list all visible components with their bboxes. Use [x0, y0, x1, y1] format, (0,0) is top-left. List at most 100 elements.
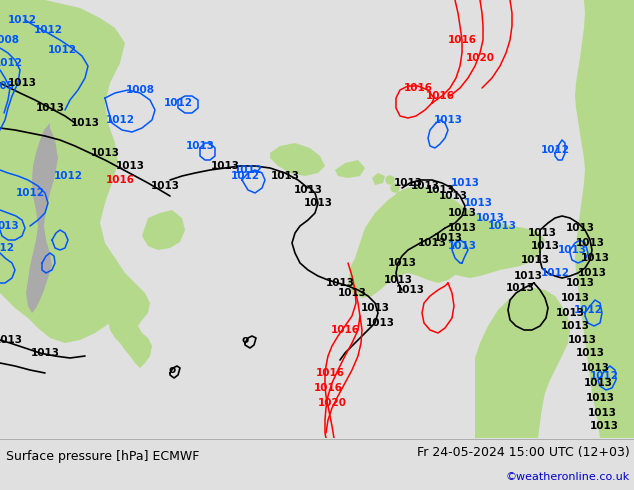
Text: 1012: 1012 [53, 171, 82, 181]
Text: 1013: 1013 [566, 278, 595, 288]
Text: 1013: 1013 [448, 223, 477, 233]
Text: 1013: 1013 [588, 408, 616, 418]
Text: 1013: 1013 [410, 181, 439, 191]
Text: 1016: 1016 [313, 383, 342, 393]
Circle shape [386, 176, 394, 184]
Text: o: o [169, 365, 176, 375]
Text: 1013: 1013 [576, 238, 604, 248]
Text: 1013: 1013 [439, 191, 467, 201]
Text: 1012: 1012 [233, 165, 262, 175]
Text: 1012: 1012 [0, 243, 15, 253]
Text: 013: 013 [0, 221, 19, 231]
Text: 1020: 1020 [318, 398, 347, 408]
Text: 1020: 1020 [465, 53, 495, 63]
Text: Surface pressure [hPa] ECMWF: Surface pressure [hPa] ECMWF [6, 450, 199, 463]
Text: 1016: 1016 [425, 91, 455, 101]
Text: 1008: 1008 [126, 85, 155, 95]
Text: 1013: 1013 [521, 255, 550, 265]
Text: o: o [242, 335, 249, 345]
Text: 1013: 1013 [0, 335, 22, 345]
Text: 1013: 1013 [115, 161, 145, 171]
Text: 1012: 1012 [574, 305, 602, 315]
Text: 1012: 1012 [34, 25, 63, 35]
Text: 1013: 1013 [396, 285, 425, 295]
Text: 1012: 1012 [231, 171, 259, 181]
Circle shape [396, 192, 404, 200]
Text: 1013: 1013 [583, 378, 612, 388]
Text: 1013: 1013 [36, 103, 65, 113]
Polygon shape [26, 123, 58, 313]
Text: 1012: 1012 [48, 45, 77, 55]
Text: 1012: 1012 [15, 188, 44, 198]
Text: 1013: 1013 [451, 178, 479, 188]
Text: 1013: 1013 [557, 245, 586, 255]
Text: 1013: 1013 [566, 223, 595, 233]
Text: 1012: 1012 [541, 145, 569, 155]
Text: 1013: 1013 [91, 148, 119, 158]
Text: 1013: 1013 [361, 303, 389, 313]
Text: 1013: 1013 [555, 308, 585, 318]
Polygon shape [475, 288, 570, 438]
Text: 1013: 1013 [294, 185, 323, 195]
Text: 1013: 1013 [581, 363, 609, 373]
Text: 1013: 1013 [365, 318, 394, 328]
Text: 1005: 1005 [0, 81, 15, 91]
Text: 1008: 1008 [0, 35, 20, 45]
Text: 1013: 1013 [30, 348, 60, 358]
Text: 1012: 1012 [8, 15, 37, 25]
Text: 1013: 1013 [581, 253, 609, 263]
Polygon shape [108, 273, 152, 368]
Text: 1013: 1013 [531, 241, 559, 251]
Text: 1013: 1013 [425, 185, 455, 195]
Text: 1012: 1012 [541, 268, 569, 278]
Text: 1013: 1013 [586, 393, 614, 403]
Circle shape [401, 202, 409, 210]
Text: 1013: 1013 [488, 221, 517, 231]
Text: 1013: 1013 [271, 171, 299, 181]
Text: 1013: 1013 [448, 208, 477, 218]
Text: 1013: 1013 [463, 198, 493, 208]
Text: 1013: 1013 [448, 241, 477, 251]
Text: 1013: 1013 [70, 118, 100, 128]
Text: 1013: 1013 [325, 278, 354, 288]
Text: 1013: 1013 [514, 271, 543, 281]
Text: 1016: 1016 [330, 325, 359, 335]
Text: 1016: 1016 [316, 368, 344, 378]
Text: 1013: 1013 [527, 228, 557, 238]
Text: 1012: 1012 [164, 98, 193, 108]
Text: 1013: 1013 [337, 288, 366, 298]
Text: 1013: 1013 [210, 161, 240, 171]
Polygon shape [142, 210, 185, 250]
Text: 1016: 1016 [105, 175, 134, 185]
Polygon shape [0, 0, 130, 343]
Text: 1013: 1013 [434, 233, 462, 243]
Text: 1013: 1013 [394, 178, 422, 188]
Text: Fr 24-05-2024 15:00 UTC (12+03): Fr 24-05-2024 15:00 UTC (12+03) [417, 446, 630, 459]
Text: 1013: 1013 [8, 78, 37, 88]
Text: 1012: 1012 [105, 115, 134, 125]
Polygon shape [348, 186, 478, 298]
Text: 1016: 1016 [403, 83, 432, 93]
Text: 1013: 1013 [560, 321, 590, 331]
Polygon shape [270, 143, 325, 176]
Text: 1013: 1013 [434, 115, 462, 125]
Text: 1013: 1013 [560, 293, 590, 303]
Circle shape [391, 184, 399, 192]
Text: 1013: 1013 [418, 238, 446, 248]
Text: 1013: 1013 [476, 213, 505, 223]
Text: 1013: 1013 [304, 198, 332, 208]
Text: 1013: 1013 [590, 421, 619, 431]
Polygon shape [575, 0, 634, 438]
Text: 1013: 1013 [387, 258, 417, 268]
Text: ©weatheronline.co.uk: ©weatheronline.co.uk [506, 472, 630, 482]
Text: 1013: 1013 [150, 181, 179, 191]
Text: 1013: 1013 [384, 275, 413, 285]
Polygon shape [358, 186, 545, 283]
Polygon shape [28, 113, 68, 316]
Text: 1013: 1013 [567, 335, 597, 345]
Polygon shape [335, 160, 365, 178]
Polygon shape [372, 173, 385, 185]
Text: 1012: 1012 [590, 371, 619, 381]
Text: 1016: 1016 [448, 35, 477, 45]
Text: 1013: 1013 [576, 348, 604, 358]
